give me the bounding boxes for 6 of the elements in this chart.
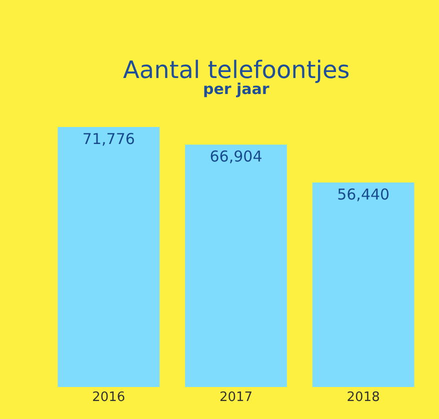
x-tick-label: 2018	[346, 390, 380, 405]
data-label: 56,440	[337, 186, 390, 204]
data-label: 71,776	[82, 130, 135, 148]
x-tick-label: 2017	[219, 390, 253, 405]
x-tick-label: 2016	[92, 390, 126, 405]
data-label: 66,904	[210, 148, 262, 166]
